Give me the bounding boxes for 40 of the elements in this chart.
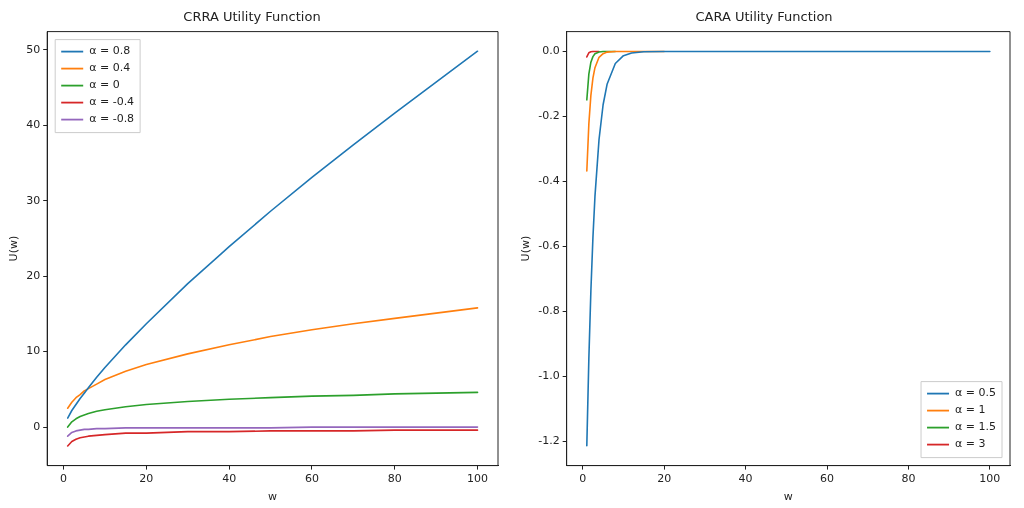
- x-tick-label: 40: [222, 472, 237, 486]
- y-axis-title: U(w): [519, 235, 533, 262]
- legend-label: α = 1: [955, 403, 986, 417]
- x-axis-title: w: [783, 490, 793, 504]
- y-tick-label: -0.8: [538, 304, 560, 318]
- x-tick-label: 100: [467, 472, 489, 486]
- legend-label: α = 0.8: [89, 44, 131, 58]
- chart-title: CARA Utility Function: [695, 9, 833, 25]
- y-tick-label: -0.6: [538, 239, 560, 253]
- y-axis-title: U(w): [7, 235, 21, 262]
- x-tick-label: 20: [139, 472, 154, 486]
- x-tick-label: 0: [60, 472, 68, 486]
- y-tick-label: -1.2: [538, 434, 560, 448]
- x-tick-label: 60: [304, 472, 319, 486]
- y-tick-label: 20: [26, 269, 41, 283]
- x-tick-label: 0: [579, 472, 587, 486]
- y-tick-label: 0.0: [542, 44, 560, 58]
- y-tick-label: -1.0: [538, 369, 560, 383]
- x-tick-label: 60: [820, 472, 835, 486]
- legend-label: α = 1.5: [955, 420, 997, 434]
- legend-label: α = -0.4: [89, 95, 135, 109]
- x-tick-label: 80: [901, 472, 916, 486]
- chart-title: CRRA Utility Function: [183, 9, 321, 25]
- y-tick-label: 10: [26, 344, 41, 358]
- legend-label: α = 0.4: [89, 61, 131, 75]
- y-tick-label: 40: [26, 118, 41, 132]
- y-tick-label: 30: [26, 193, 41, 207]
- legend-label: α = -0.8: [89, 112, 135, 126]
- y-tick-label: 50: [26, 42, 41, 56]
- x-tick-label: 100: [979, 472, 1001, 486]
- legend-label: α = 0.5: [955, 386, 997, 400]
- y-tick-label: -0.4: [538, 174, 560, 188]
- legend-label: α = 0: [89, 78, 120, 92]
- x-axis-title: w: [268, 490, 278, 504]
- y-tick-label: 0: [33, 419, 41, 433]
- x-tick-label: 40: [738, 472, 753, 486]
- legend-label: α = 3: [955, 437, 986, 451]
- x-tick-label: 20: [657, 472, 672, 486]
- x-tick-label: 80: [387, 472, 402, 486]
- y-tick-label: -0.2: [538, 109, 560, 123]
